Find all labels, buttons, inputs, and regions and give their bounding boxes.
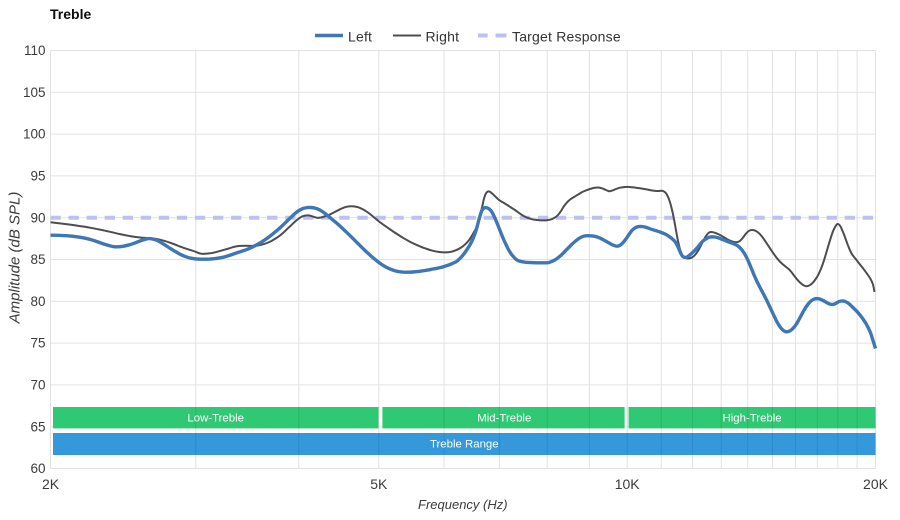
svg-text:75: 75	[30, 336, 45, 351]
svg-text:20K: 20K	[863, 476, 889, 492]
svg-text:2K: 2K	[42, 476, 60, 492]
svg-text:Target Response: Target Response	[512, 28, 621, 44]
svg-text:High-Treble: High-Treble	[723, 413, 782, 425]
svg-text:95: 95	[30, 169, 45, 184]
svg-text:90: 90	[30, 210, 45, 225]
svg-text:Left: Left	[348, 28, 372, 44]
svg-text:Frequency (Hz): Frequency (Hz)	[418, 497, 508, 512]
svg-text:60: 60	[30, 461, 45, 476]
svg-text:Treble Range: Treble Range	[430, 438, 499, 450]
svg-text:Amplitude (dB SPL): Amplitude (dB SPL)	[7, 192, 24, 325]
svg-text:Treble: Treble	[50, 6, 91, 22]
svg-text:65: 65	[30, 419, 45, 434]
svg-text:Low-Treble: Low-Treble	[187, 413, 244, 425]
svg-text:105: 105	[23, 85, 46, 100]
svg-text:80: 80	[30, 294, 45, 309]
svg-text:110: 110	[24, 43, 46, 58]
svg-text:85: 85	[30, 252, 45, 267]
svg-text:100: 100	[23, 127, 46, 142]
svg-text:Right: Right	[426, 28, 460, 44]
svg-text:70: 70	[30, 378, 45, 393]
svg-text:5K: 5K	[370, 476, 388, 492]
svg-text:Mid-Treble: Mid-Treble	[477, 413, 531, 425]
svg-text:10K: 10K	[615, 476, 641, 492]
